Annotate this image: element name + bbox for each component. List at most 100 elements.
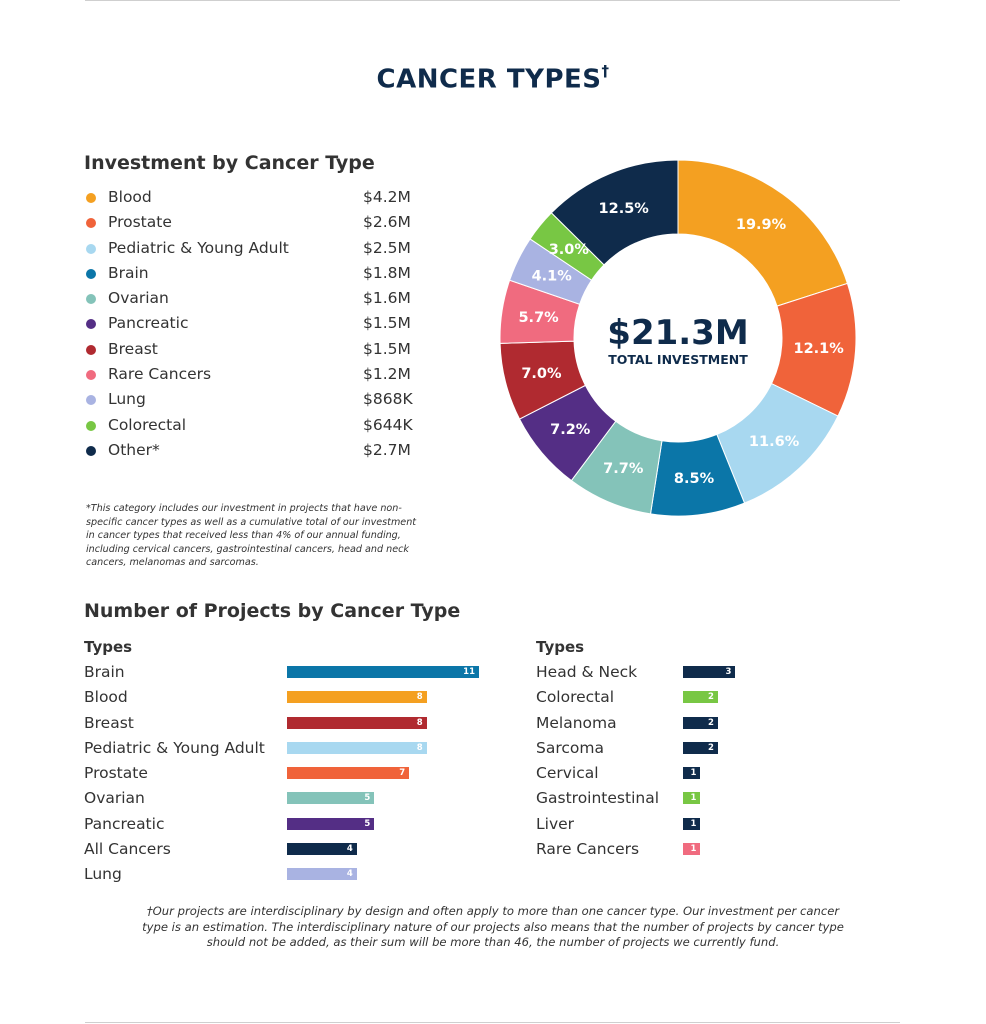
bar-row-liver: Liver 1 [536, 812, 766, 837]
legend-label: Blood [108, 188, 152, 206]
bar-all-cancers: 4 [287, 843, 357, 856]
legend-item-breast: Breast $1.5M [86, 338, 416, 363]
legend-amount: $1.5M [363, 339, 411, 358]
bar-label: All Cancers [84, 840, 171, 859]
legend-amount: $1.6M [363, 289, 411, 308]
legend-amount: $1.8M [363, 263, 411, 282]
legend-dot-icon [86, 243, 96, 254]
legend-item-brain: Brain $1.8M [86, 262, 416, 287]
bar-label: Melanoma [536, 713, 617, 732]
legend-amount: $1.5M [363, 314, 411, 333]
legend-amount: $644K [363, 415, 413, 434]
legend-item-lung: Lung $868K [86, 388, 416, 413]
legend-amount: $2.7M [363, 440, 411, 459]
legend-label: Ovarian [108, 289, 169, 308]
legend-dot-icon [86, 193, 96, 203]
bar-label: Pediatric & Young Adult [84, 738, 265, 757]
bar-label: Rare Cancers [536, 840, 640, 859]
projects-bar-list-left: Brain 11 Blood 8 Breast 8 Pediatric & Young Ad… [84, 660, 504, 888]
legend-label: Other* [108, 440, 160, 459]
bar-pediatric-young-adult: 8 [287, 741, 427, 754]
bar-row-brain: Brain 11 [84, 660, 504, 685]
bar-label: Prostate [84, 764, 148, 783]
donut-slice-label-pancreatic: 7.2% [550, 422, 591, 438]
legend-dot-icon [86, 319, 96, 330]
bar-prostate: 7 [287, 767, 410, 780]
legend-item-prostate: Prostate $2.6M [86, 211, 416, 236]
bar-label: Ovarian [84, 789, 145, 808]
bar-breast: 8 [287, 716, 427, 729]
bottom-divider [85, 1022, 900, 1023]
investment-section-title: Investment by Cancer Type [84, 152, 375, 174]
bar-row-ovarian: Ovarian 5 [84, 786, 504, 811]
page-title: CANCER TYPES† [376, 62, 610, 95]
legend-label: Breast [108, 339, 158, 358]
legend-item-ovarian: Ovarian $1.6M [86, 287, 416, 312]
bar-liver: 1 [683, 817, 701, 830]
donut-slice-label-rare-cancers: 5.7% [518, 310, 559, 326]
legend-amount: $868K [363, 390, 413, 409]
legend-amount: $2.6M [363, 213, 411, 232]
bar-row-blood: Blood 8 [84, 685, 504, 710]
bar-label: Blood [84, 688, 128, 707]
legend-label: Prostate [108, 213, 172, 232]
bar-rare-cancers: 1 [683, 843, 701, 856]
bar-row-cervical: Cervical 1 [536, 761, 766, 786]
other-category-footnote: *This category includes our investment i… [86, 503, 417, 569]
bar-row-rare-cancers: Rare Cancers 1 [536, 837, 766, 862]
legend-item-pediatric-young-adult: Pediatric & Young Adult $2.5M [86, 237, 416, 262]
donut-slice-label-colorectal: 3.0% [549, 242, 590, 258]
legend-label: Colorectal [108, 415, 187, 434]
bar-row-sarcoma: Sarcoma 2 [536, 736, 766, 761]
legend-dot-icon [86, 294, 96, 305]
donut-slice-label-other: 12.5% [599, 201, 650, 217]
bar-label: Breast [84, 713, 134, 732]
bar-label: Brain [84, 663, 125, 681]
legend-label: Brain [108, 263, 149, 282]
bar-label: Colorectal [536, 688, 615, 707]
bar-label: Sarcoma [536, 738, 604, 757]
donut-slice-label-breast: 7.0% [521, 366, 562, 382]
donut-center-label: TOTAL INVESTMENT [608, 352, 748, 367]
bar-label: Head & Neck [536, 663, 638, 681]
bar-cervical: 1 [683, 767, 701, 780]
legend-item-rare-cancers: Rare Cancers $1.2M [86, 363, 416, 388]
investment-donut-chart: 19.9% 12.1% 11.6% 8.5% 7.7% 7.2% 7.0% 5.7% 4.1% 3… [499, 159, 857, 517]
donut-slice-label-brain: 8.5% [674, 471, 715, 487]
legend-item-pancreatic: Pancreatic $1.5M [86, 312, 416, 337]
legend-dot-icon [86, 370, 96, 381]
bar-colorectal: 2 [683, 691, 718, 704]
bar-label: Pancreatic [84, 814, 165, 833]
bar-ovarian: 5 [287, 792, 375, 805]
legend-label: Pediatric & Young Adult [108, 238, 289, 257]
legend-dot-icon [86, 420, 96, 431]
legend-item-other: Other* $2.7M [86, 439, 416, 464]
bar-row-melanoma: Melanoma 2 [536, 711, 766, 736]
bar-row-gastrointestinal: Gastrointestinal 1 [536, 786, 766, 811]
bar-pancreatic: 5 [287, 817, 375, 830]
bar-row-head-neck: Head & Neck 3 [536, 660, 766, 685]
bar-sarcoma: 2 [683, 741, 718, 754]
donut-slice-label-prostate: 12.1% [793, 341, 844, 357]
bar-row-all-cancers: All Cancers 4 [84, 837, 504, 862]
donut-slice-other [550, 159, 679, 266]
top-divider [85, 0, 900, 1]
legend-dot-icon [86, 268, 96, 279]
bar-row-lung: Lung 4 [84, 862, 504, 887]
bar-head-neck: 3 [683, 666, 736, 678]
bar-brain: 11 [287, 666, 479, 678]
donut-slice-blood [677, 159, 849, 307]
bar-row-prostate: Prostate 7 [84, 761, 504, 786]
legend-label: Rare Cancers [108, 365, 212, 384]
projects-bar-list-right: Head & Neck 3 Colorectal 2 Melanoma 2 Sarcoma 2… [536, 660, 766, 862]
legend-amount: $2.5M [363, 238, 411, 257]
bar-lung: 4 [287, 868, 357, 881]
investment-legend: Blood $4.2M Prostate $2.6M Pediatric & Young… [86, 186, 416, 464]
donut-slice-label-ovarian: 7.7% [603, 461, 644, 477]
projects-section-title: Number of Projects by Cancer Type [84, 600, 461, 622]
bar-blood: 8 [287, 691, 427, 704]
donut-center-value: $21.3M [607, 313, 748, 353]
bar-row-breast: Breast 8 [84, 711, 504, 736]
types-header-left: Types [84, 638, 133, 656]
legend-dot-icon [86, 344, 96, 355]
